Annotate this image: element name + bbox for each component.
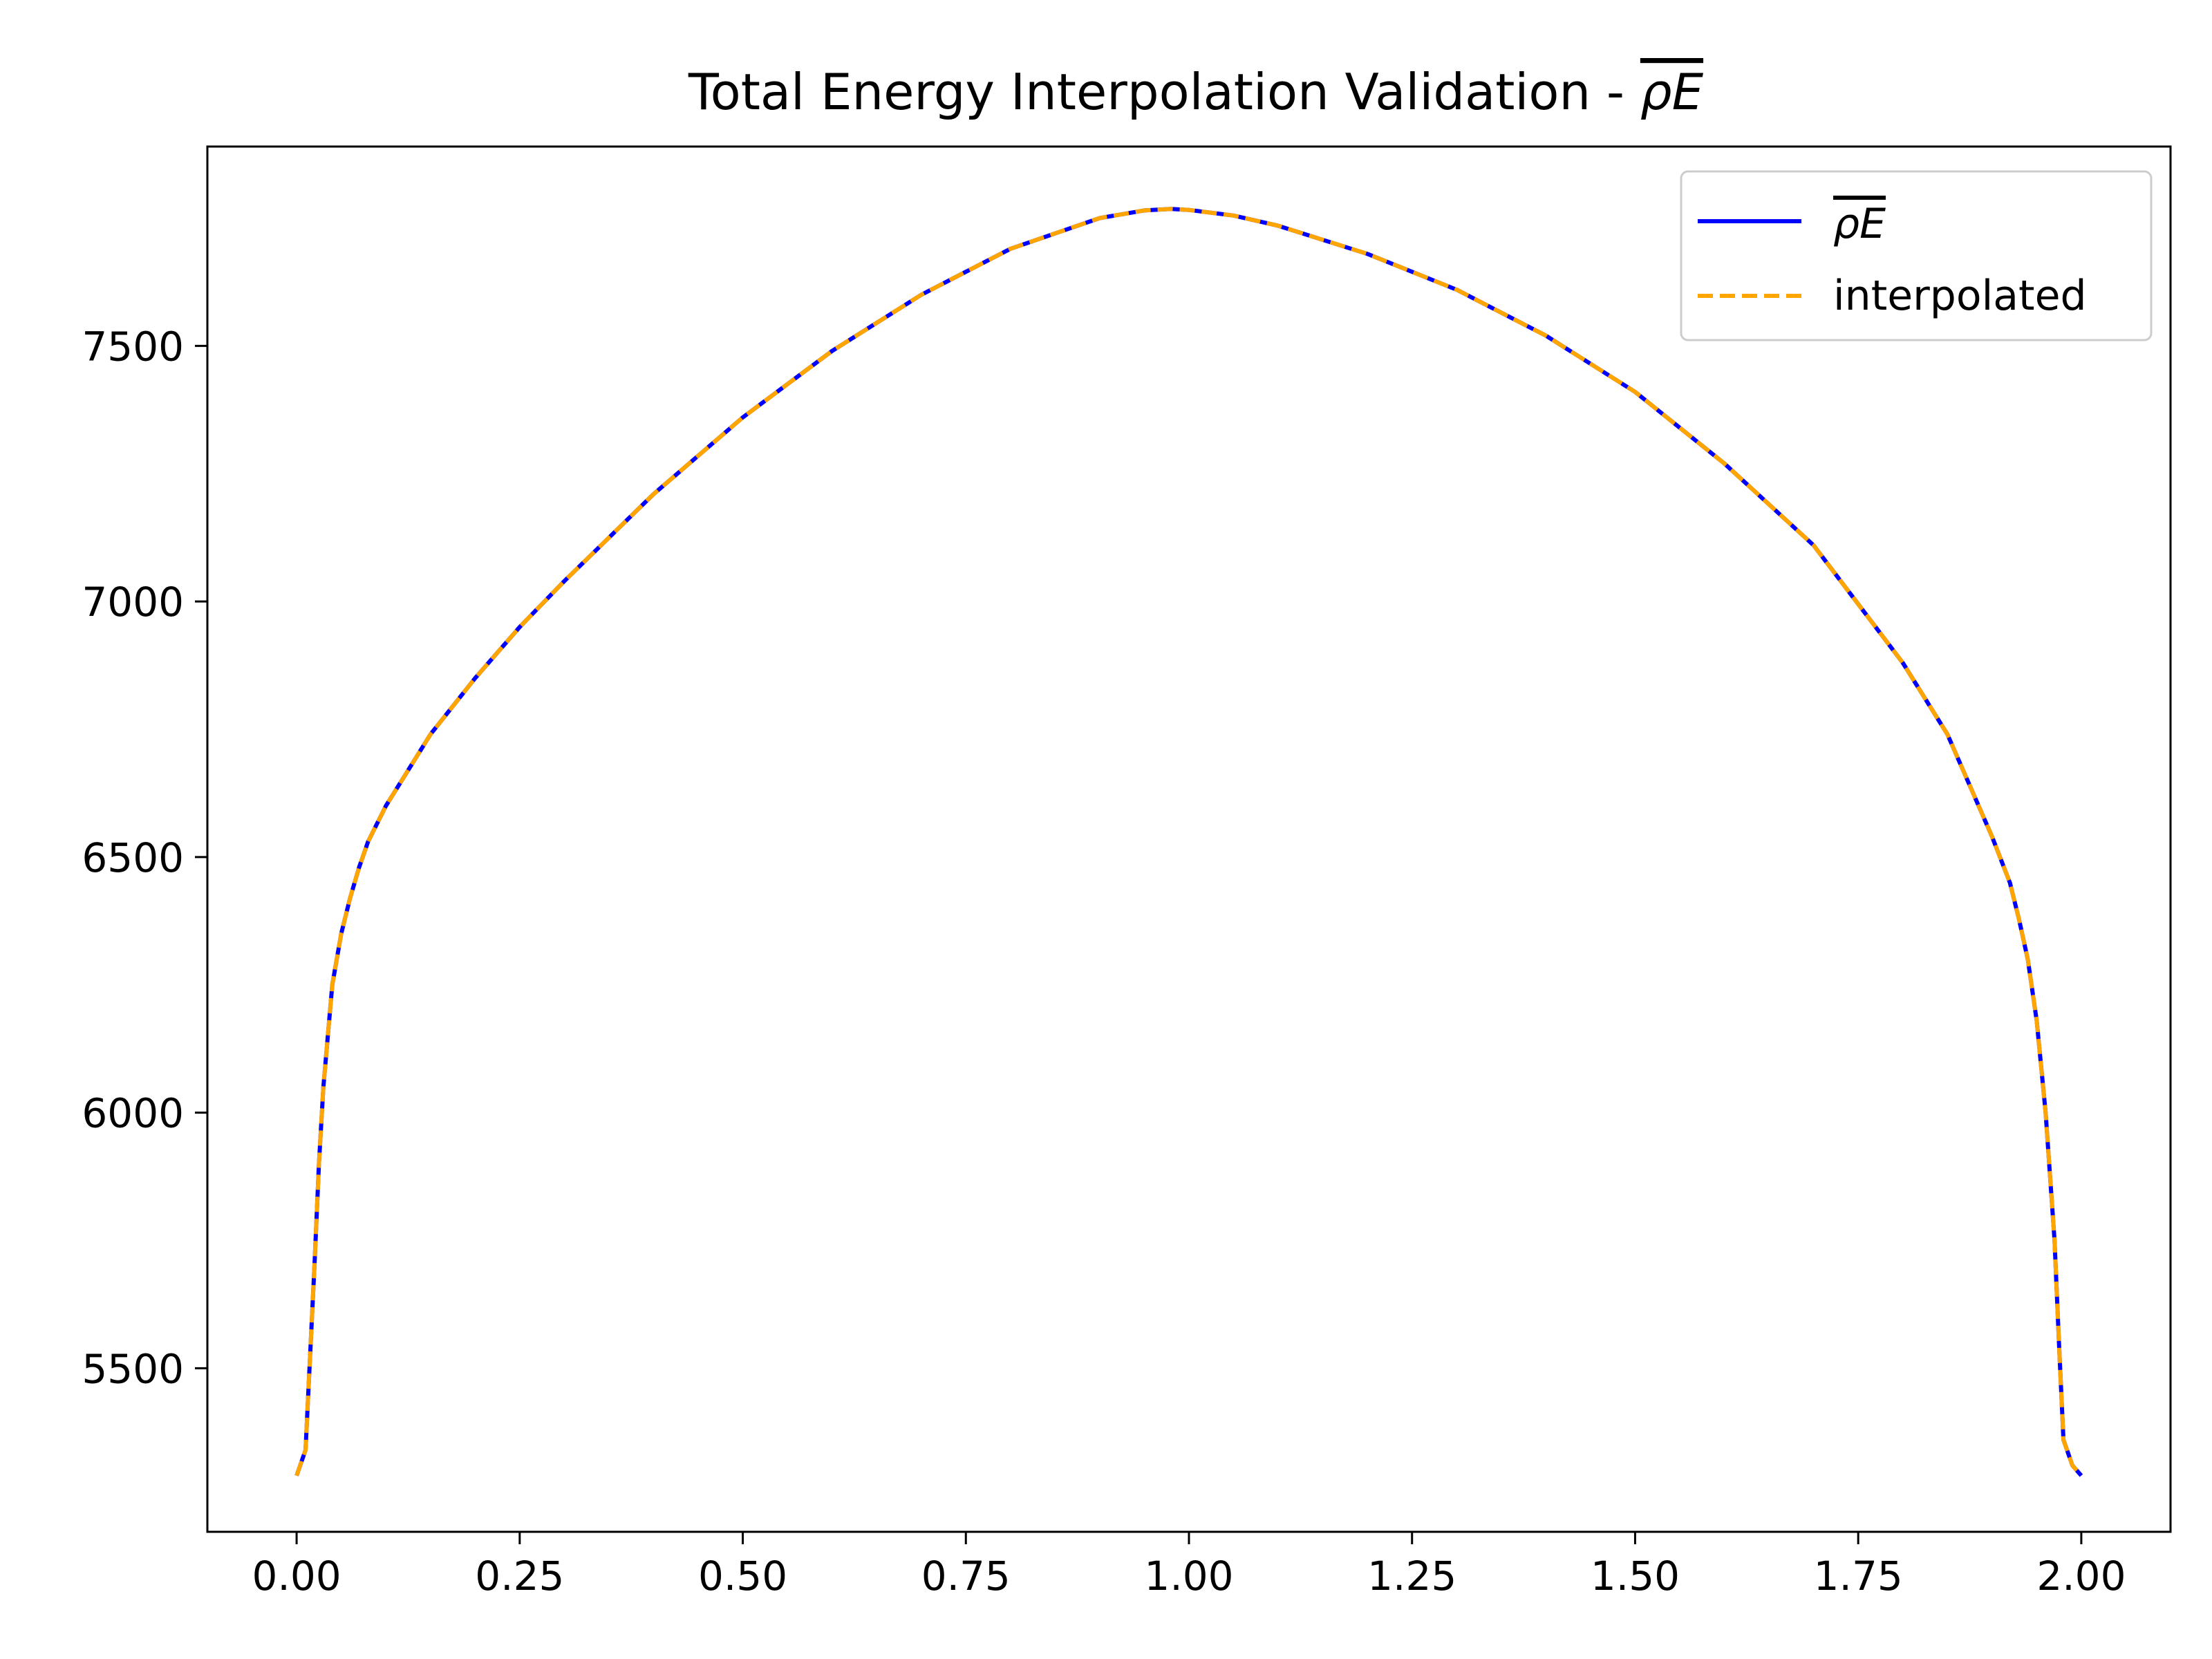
x-tick-label: 1.75 — [1814, 1553, 1903, 1600]
series-line-rho-e — [294, 207, 2083, 1477]
x-axis: 0.00 0.25 0.50 0.75 1.00 1.25 1.50 1.75 2.00 — [252, 1532, 2126, 1600]
y-tick-label: 6000 — [82, 1090, 184, 1137]
plot-frame — [206, 145, 2172, 1533]
x-tick-label: 0.50 — [698, 1553, 787, 1600]
x-tick-label: 1.25 — [1367, 1553, 1456, 1600]
x-tick-label: 0.75 — [921, 1553, 1011, 1600]
chart-title-symbol: ρE — [1640, 63, 1704, 121]
y-axis: 5500 6000 6500 7000 7500 — [82, 323, 207, 1392]
chart-title-text: Total Energy Interpolation Validation - — [688, 63, 1640, 121]
y-tick-label: 5500 — [82, 1345, 184, 1392]
legend-label-rho-e: ρE — [1833, 200, 1886, 248]
series-line-interpolated — [294, 207, 2083, 1477]
legend: ρE interpolated — [1680, 170, 2153, 341]
x-tick-label: 0.00 — [252, 1553, 341, 1600]
chart-title: Total Energy Interpolation Validation - … — [688, 63, 1704, 121]
plot-area — [206, 145, 2172, 1533]
x-tick-label: 1.50 — [1591, 1553, 1680, 1600]
legend-label-interpolated: interpolated — [1833, 272, 2087, 320]
x-tick-label: 2.00 — [2036, 1553, 2126, 1600]
x-tick-label: 1.00 — [1144, 1553, 1233, 1600]
y-tick-label: 7000 — [82, 579, 184, 626]
y-tick-label: 7500 — [82, 323, 184, 370]
series-layer — [294, 207, 2083, 1477]
y-tick-label: 6500 — [82, 834, 184, 881]
x-tick-label: 0.25 — [475, 1553, 564, 1600]
